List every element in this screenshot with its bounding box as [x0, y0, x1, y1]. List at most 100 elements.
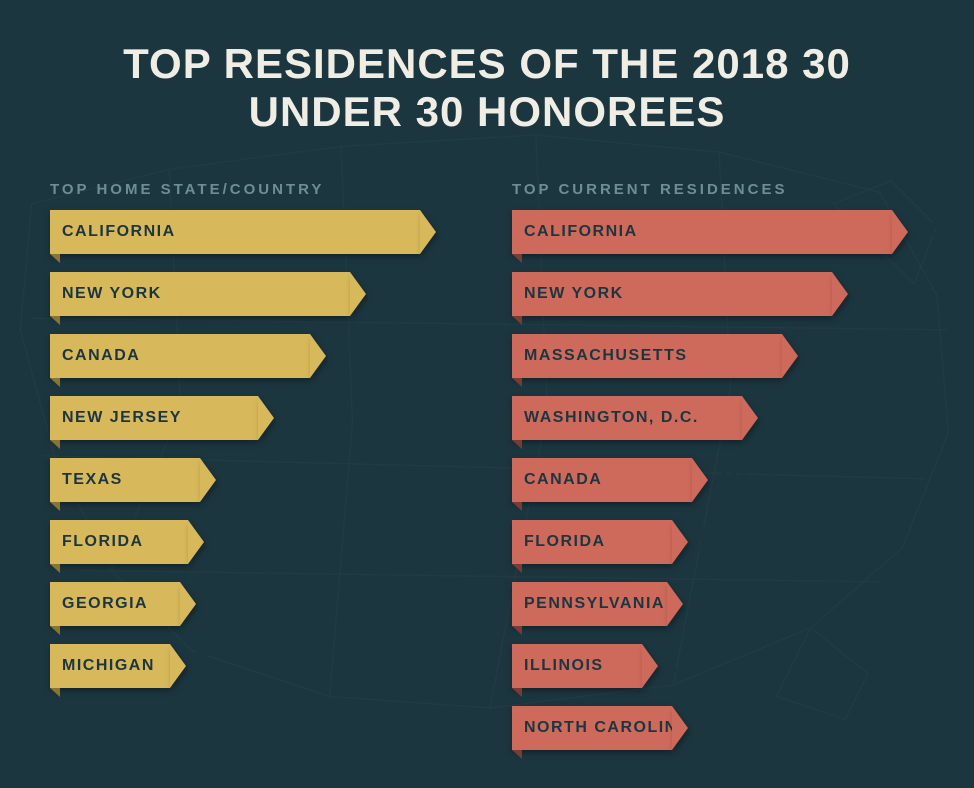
ribbon-label: CANADA: [50, 334, 310, 378]
ribbon-label: NEW JERSEY: [50, 396, 258, 440]
ribbon: MASSACHUSETTS: [512, 334, 798, 378]
ribbon: ILLINOIS: [512, 644, 658, 688]
ribbon-notch: [742, 396, 758, 440]
ribbon-notch: [188, 520, 204, 564]
ribbon: CANADA: [50, 334, 326, 378]
bar-row: FLORIDA 16: [512, 520, 924, 564]
bar-row: CALIFORNIA46: [50, 210, 462, 254]
bar-value: 13: [222, 460, 255, 494]
bar-value: 26: [332, 336, 365, 370]
bar-row: FLORIDA 11: [50, 520, 462, 564]
ribbon-label: MASSACHUSETTS: [512, 334, 782, 378]
bar-row: TEXAS 13: [50, 458, 462, 502]
bar-value: 12: [694, 708, 727, 742]
ribbon-fold: [512, 564, 522, 573]
ribbon: MICHIGAN: [50, 644, 186, 688]
bar-value: 252: [914, 212, 964, 246]
ribbon-notch: [667, 582, 683, 626]
ribbon-notch: [258, 396, 274, 440]
ribbon-fold: [50, 626, 60, 635]
bar-row: WASHINGTON, D.C. 23: [512, 396, 924, 440]
ribbon-fold: [50, 254, 60, 263]
bar-row: PENNSYLVANIA15: [512, 582, 924, 626]
bar-value: 16: [694, 522, 727, 556]
ribbon-label: NEW YORK: [50, 272, 350, 316]
ribbon-label: NORTH CAROLINA: [512, 706, 672, 750]
ribbon-notch: [692, 458, 708, 502]
bar-value: 166: [854, 274, 904, 308]
right-bars: CALIFORNIA252 NEW YORK 166 MASSACHUSETTS 46 W…: [512, 210, 924, 768]
ribbon: NEW YORK: [50, 272, 366, 316]
bar-row: CANADA 26: [50, 334, 462, 378]
ribbon-fold: [512, 316, 522, 325]
bar-row: NEW YORK 166: [512, 272, 924, 316]
ribbon: FLORIDA: [50, 520, 204, 564]
ribbon: TEXAS: [50, 458, 216, 502]
ribbon-label: FLORIDA: [50, 520, 188, 564]
bar-value: 46: [804, 336, 837, 370]
ribbon-label: WASHINGTON, D.C.: [512, 396, 742, 440]
ribbon: NORTH CAROLINA: [512, 706, 688, 750]
bar-value: 19: [714, 460, 747, 494]
ribbon-fold: [50, 688, 60, 697]
ribbon-label: GEORGIA: [50, 582, 180, 626]
left-heading: TOP HOME STATE/COUNTRY: [50, 181, 462, 198]
bar-row: MASSACHUSETTS 46: [512, 334, 924, 378]
left-column: TOP HOME STATE/COUNTRY CALIFORNIA46 NEW Y…: [50, 181, 462, 768]
ribbon-label: MICHIGAN: [50, 644, 170, 688]
ribbon-notch: [892, 210, 908, 254]
bar-row: CALIFORNIA252: [512, 210, 924, 254]
ribbon: CALIFORNIA: [512, 210, 908, 254]
right-column: TOP CURRENT RESIDENCES CALIFORNIA252 NEW …: [512, 181, 924, 768]
ribbon-label: FLORIDA: [512, 520, 672, 564]
ribbon-notch: [420, 210, 436, 254]
bar-value: 46: [442, 212, 475, 246]
ribbon-notch: [642, 644, 658, 688]
bar-value: 29: [372, 274, 405, 308]
bar-row: NORTH CAROLINA 12: [512, 706, 924, 750]
bar-value: 12: [664, 646, 697, 680]
ribbon: NEW YORK: [512, 272, 848, 316]
bar-row: CANADA19: [512, 458, 924, 502]
ribbon-fold: [512, 688, 522, 697]
ribbon-fold: [512, 502, 522, 511]
ribbon-fold: [50, 564, 60, 573]
ribbon-notch: [350, 272, 366, 316]
ribbon-notch: [310, 334, 326, 378]
bar-row: GEORGIA 10: [50, 582, 462, 626]
bar-value: 10: [202, 584, 235, 618]
ribbon-notch: [832, 272, 848, 316]
ribbon: WASHINGTON, D.C.: [512, 396, 758, 440]
bar-value: 11: [210, 522, 242, 556]
columns-container: TOP HOME STATE/COUNTRY CALIFORNIA46NEW Y…: [50, 181, 924, 768]
ribbon: CALIFORNIA: [50, 210, 436, 254]
ribbon-fold: [512, 378, 522, 387]
ribbon-fold: [50, 440, 60, 449]
ribbon-notch: [672, 520, 688, 564]
ribbon: GEORGIA: [50, 582, 196, 626]
ribbon-fold: [50, 316, 60, 325]
main-title: TOP RESIDENCES OF THE 2018 30 UNDER 30 H…: [50, 40, 924, 136]
ribbon-label: CALIFORNIA: [50, 210, 420, 254]
bar-row: NEW YORK 29: [50, 272, 462, 316]
ribbon-label: NEW YORK: [512, 272, 832, 316]
bar-value: 23: [764, 398, 797, 432]
bar-row: MICHIGAN9: [50, 644, 462, 688]
ribbon-label: PENNSYLVANIA: [512, 582, 667, 626]
right-heading: TOP CURRENT RESIDENCES: [512, 181, 924, 198]
ribbon-fold: [512, 440, 522, 449]
ribbon-fold: [512, 626, 522, 635]
ribbon-notch: [782, 334, 798, 378]
ribbon-label: TEXAS: [50, 458, 200, 502]
ribbon: PENNSYLVANIA: [512, 582, 683, 626]
bar-row: ILLINOIS12: [512, 644, 924, 688]
ribbon-fold: [50, 378, 60, 387]
ribbon-notch: [170, 644, 186, 688]
ribbon-notch: [200, 458, 216, 502]
ribbon-fold: [50, 502, 60, 511]
bar-row: NEW JERSEY17: [50, 396, 462, 440]
left-bars: CALIFORNIA46 NEW YORK 29 CANADA 26 NEW JERSEY…: [50, 210, 462, 706]
ribbon: NEW JERSEY: [50, 396, 274, 440]
ribbon-notch: [180, 582, 196, 626]
ribbon-label: CALIFORNIA: [512, 210, 892, 254]
